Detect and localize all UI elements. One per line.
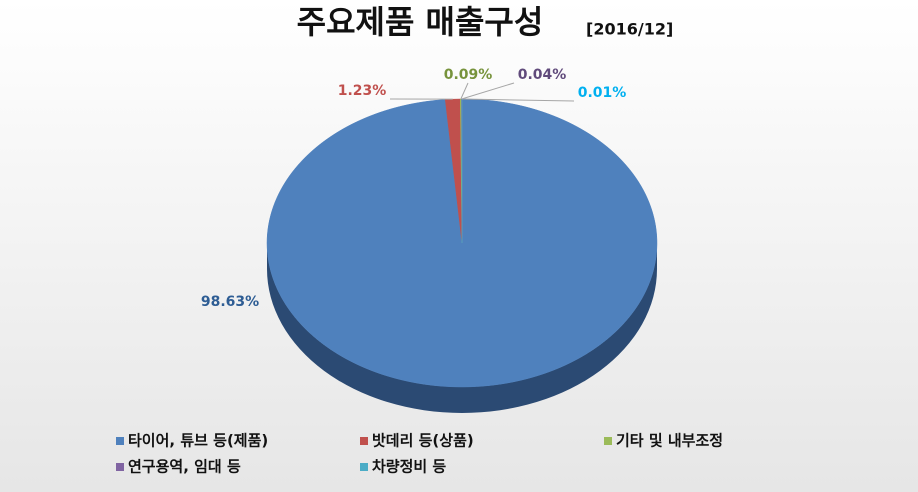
legend-swatch	[360, 437, 368, 445]
leader-line	[461, 82, 515, 100]
value-label: 98.63%	[201, 294, 259, 310]
legend-swatch	[360, 463, 368, 471]
legend-swatch	[116, 463, 124, 471]
legend-label: 타이어, 튜브 등(제품)	[128, 432, 268, 450]
legend-label: 밧데리 등(상품)	[372, 432, 474, 450]
legend-label: 기타 및 내부조정	[616, 432, 723, 450]
value-label: 0.01%	[578, 85, 627, 101]
value-label: 0.09%	[444, 67, 493, 83]
chart-subtitle: [2016/12]	[586, 20, 673, 39]
leader-line	[461, 98, 575, 102]
legend-label: 연구용역, 임대 등	[128, 458, 241, 476]
legend-swatch	[116, 437, 124, 445]
legend-label: 차량정비 등	[372, 458, 446, 476]
chart-title: 주요제품 매출구성	[297, 3, 544, 41]
value-label: 1.23%	[338, 83, 387, 99]
value-label: 0.04%	[518, 67, 567, 83]
legend-swatch	[604, 437, 612, 445]
leader-line	[460, 82, 469, 100]
pie-side	[267, 243, 657, 413]
